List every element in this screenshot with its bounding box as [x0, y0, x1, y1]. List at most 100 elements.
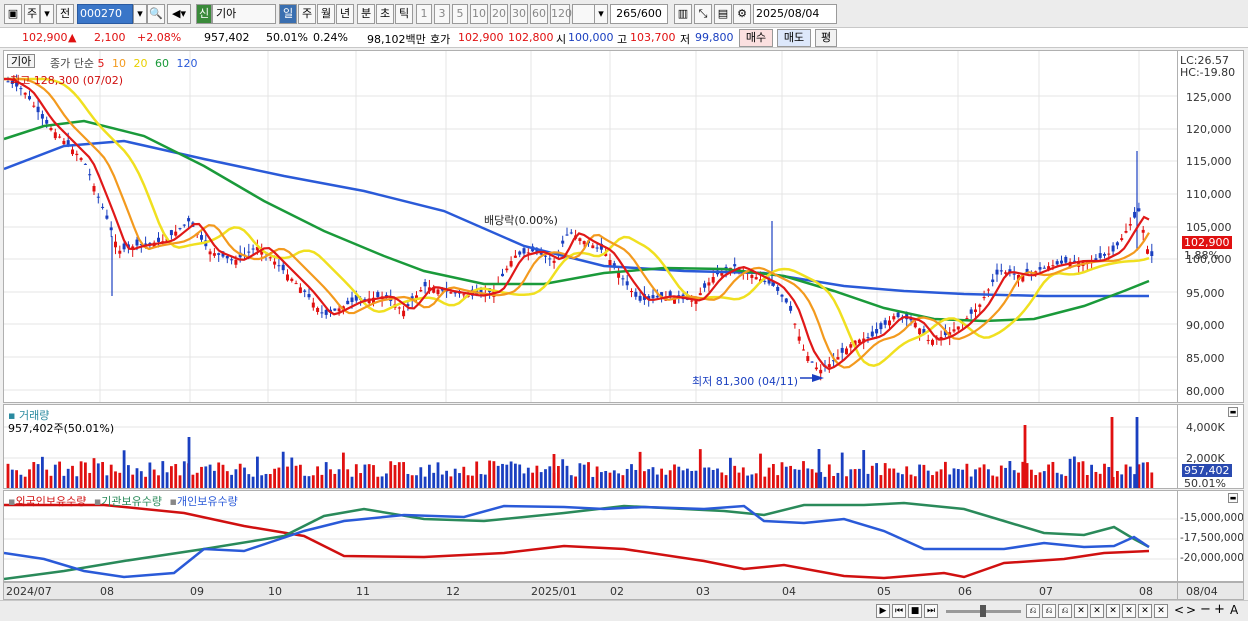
- tool-icon[interactable]: ⎌: [1042, 604, 1056, 618]
- code-dropdown-icon[interactable]: ▾: [133, 4, 147, 24]
- search-icon[interactable]: 🔍: [147, 4, 165, 24]
- count-field[interactable]: 265/600: [610, 4, 668, 24]
- candle-body: [363, 299, 367, 301]
- tab-second[interactable]: 초: [376, 4, 394, 24]
- jeon-button[interactable]: 전: [56, 4, 74, 24]
- volume-bar: [870, 465, 874, 488]
- volume-bar: [724, 475, 728, 488]
- text-size-icon[interactable]: A: [1230, 603, 1239, 617]
- ma-10-label[interactable]: 10: [111, 57, 126, 70]
- interval-5[interactable]: 5: [452, 4, 468, 24]
- volume-value: 957,402주(50.01%): [8, 422, 115, 435]
- candle-body: [526, 252, 530, 254]
- interval-120[interactable]: 120: [550, 4, 572, 24]
- tab-year[interactable]: 년: [336, 4, 354, 24]
- tab-tick[interactable]: 틱: [395, 4, 413, 24]
- interval-20[interactable]: 20: [490, 4, 508, 24]
- volume-bar: [230, 474, 233, 488]
- gear-icon[interactable]: ⚙: [733, 4, 751, 24]
- stock-name-tag[interactable]: 기아: [7, 54, 36, 68]
- volume-bar: [389, 461, 393, 488]
- candle-body: [638, 295, 642, 301]
- volume-bar: [346, 469, 350, 488]
- volume-pane[interactable]: ▪ 거래량 957,402주(50.01%): [3, 404, 1178, 489]
- stop-icon[interactable]: ■: [908, 604, 922, 618]
- interval-30[interactable]: 30: [510, 4, 528, 24]
- volume-bar: [178, 475, 182, 488]
- candle-body: [625, 281, 629, 286]
- scroll-left-icon[interactable]: <: [1174, 603, 1185, 617]
- shin-badge[interactable]: 신: [196, 4, 212, 24]
- market-select[interactable]: 주: [24, 4, 40, 24]
- interval-10[interactable]: 10: [470, 4, 488, 24]
- tool-icon[interactable]: ⎌: [1026, 604, 1040, 618]
- sell-button[interactable]: 매도: [777, 29, 811, 47]
- candle-body: [337, 308, 341, 312]
- candle-body: [1004, 272, 1008, 274]
- candle-body: [668, 291, 672, 298]
- pane-collapse-icon[interactable]: ▬: [1228, 407, 1238, 417]
- tab-week[interactable]: 주: [298, 4, 316, 24]
- foreign-holdings-label[interactable]: 외국인보유수량: [15, 495, 87, 508]
- tool-icon[interactable]: ✕: [1154, 604, 1168, 618]
- volume-bar: [299, 464, 302, 488]
- volume-bar: [625, 468, 629, 488]
- volume-bar: [819, 472, 823, 488]
- window-icon[interactable]: ▣: [4, 4, 22, 24]
- forward-icon[interactable]: ⏭: [924, 604, 938, 618]
- interval-dropdown-icon[interactable]: ▾: [594, 4, 608, 24]
- volume-bar: [208, 464, 212, 488]
- interval-1[interactable]: 1: [416, 4, 432, 24]
- speaker-icon[interactable]: ◀▾: [167, 4, 191, 24]
- individual-holdings-label[interactable]: 개인보유수량: [176, 495, 238, 508]
- candle-body: [415, 295, 418, 299]
- tab-day[interactable]: 일: [279, 4, 297, 24]
- play-icon[interactable]: ▶: [876, 604, 890, 618]
- scroll-right-icon[interactable]: >: [1186, 603, 1197, 617]
- draw-tool-icon[interactable]: ⤡: [694, 4, 712, 24]
- volume-bar: [982, 464, 986, 488]
- date-field[interactable]: 2025/08/04: [753, 4, 837, 24]
- institution-holdings-label[interactable]: 기관보유수량: [101, 495, 163, 508]
- tool-icon[interactable]: ✕: [1138, 604, 1152, 618]
- stock-code-input[interactable]: 000270: [77, 4, 133, 24]
- candle-icon[interactable]: ▥: [674, 4, 692, 24]
- ma-120-label[interactable]: 120: [176, 57, 198, 70]
- pane-collapse-icon[interactable]: ▬: [1228, 493, 1238, 503]
- zoom-out-icon[interactable]: −: [1200, 602, 1211, 617]
- volume-bar: [165, 472, 169, 488]
- stock-name-field[interactable]: 기아: [212, 4, 276, 24]
- tab-month[interactable]: 월: [317, 4, 335, 24]
- ma-60-label[interactable]: 60: [154, 57, 169, 70]
- interval-60[interactable]: 60: [530, 4, 548, 24]
- y-label: 110,000: [1186, 188, 1232, 201]
- interval-3[interactable]: 3: [434, 4, 450, 24]
- candle-body: [595, 247, 599, 249]
- price-chart-pane[interactable]: 기아 종가 단순 5 10 20 60 120 최고 128,300 (07/0…: [3, 50, 1178, 403]
- ma-5-label[interactable]: 5: [97, 57, 105, 70]
- tool-icon[interactable]: ✕: [1074, 604, 1088, 618]
- candle-body: [376, 292, 380, 298]
- ma-20-label[interactable]: 20: [133, 57, 148, 70]
- buy-button[interactable]: 매수: [739, 29, 773, 47]
- market-dropdown-icon[interactable]: ▾: [40, 4, 54, 24]
- evaluate-button[interactable]: 평: [815, 29, 837, 47]
- zoom-slider-thumb[interactable]: [980, 605, 986, 617]
- candle-body: [926, 339, 930, 341]
- tool-icon[interactable]: ⎌: [1058, 604, 1072, 618]
- holders-pane[interactable]: ▪외국인보유수량 ▪기관보유수량 ▪개인보유수량: [3, 490, 1178, 582]
- rewind-icon[interactable]: ⏮: [892, 604, 906, 618]
- candle-body: [544, 255, 547, 257]
- tool-icon[interactable]: ✕: [1090, 604, 1104, 618]
- save-icon[interactable]: ▤: [714, 4, 732, 24]
- candle-body: [88, 174, 92, 176]
- candle-body: [462, 294, 466, 296]
- tool-icon[interactable]: ✕: [1122, 604, 1136, 618]
- volume-bar: [518, 464, 522, 488]
- zoom-in-icon[interactable]: +: [1214, 602, 1225, 617]
- tool-icon[interactable]: ✕: [1106, 604, 1120, 618]
- volume-bar: [1128, 466, 1132, 488]
- volume-bar: [931, 475, 934, 488]
- candle-body: [1115, 242, 1119, 246]
- tab-minute[interactable]: 분: [357, 4, 375, 24]
